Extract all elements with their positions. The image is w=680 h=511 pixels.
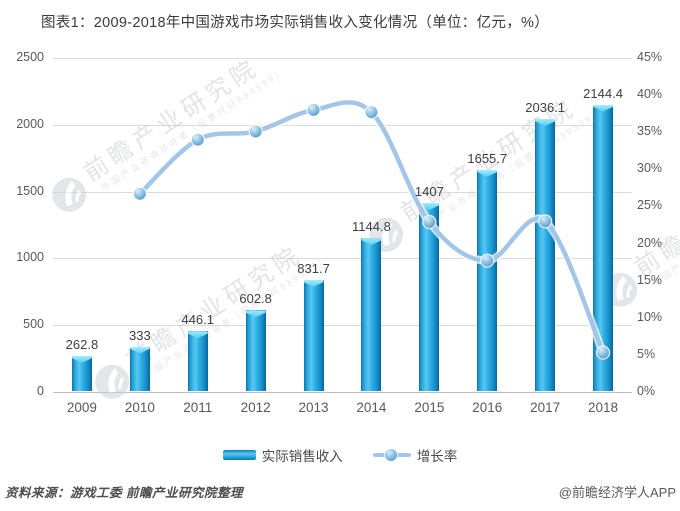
y-right-tick-40%: 40% (637, 87, 663, 102)
bar-value-label-2013: 831.7 (297, 260, 330, 276)
bar-value-label-2018: 2144.4 (583, 85, 623, 101)
bar-2016 (477, 169, 498, 391)
x-tick-2015: 2015 (414, 400, 445, 415)
bar-2013 (303, 279, 324, 391)
line-marker-2017 (538, 214, 553, 229)
growth-line-layer (132, 98, 611, 360)
y-right-tick-5%: 5% (637, 346, 656, 361)
y-right-tick-45%: 45% (637, 50, 663, 64)
gridline (53, 325, 632, 327)
y-left-tick-0: 0 (37, 384, 44, 398)
legend-line-marker-icon (384, 449, 397, 461)
legend-line-label: 增长率 (416, 449, 458, 464)
chart-title: 图表1：2009-2018年中国游戏市场实际销售收入变化情况（单位：亿元，%） (41, 15, 549, 31)
x-tick-2009: 2009 (66, 400, 97, 415)
bar-value-label-2009: 262.8 (65, 336, 99, 352)
legend-bar-label: 实际销售收入 (261, 449, 343, 464)
y-left-tick-1500: 1500 (16, 183, 44, 198)
bar-value-label-2016: 1655.7 (467, 150, 508, 166)
legend-bar-swatch (222, 450, 256, 460)
y-right-tick-30%: 30% (637, 161, 663, 176)
bar-2010 (129, 346, 150, 391)
bar-value-label-2014: 1144.8 (352, 219, 391, 235)
bar-value-label-2017: 2036.1 (525, 99, 566, 115)
x-tick-2016: 2016 (472, 400, 503, 415)
legend: 实际销售收入 增长率 (0, 445, 680, 465)
bar-value-label-2015: 1407 (414, 184, 444, 200)
y-right-tick-20%: 20% (637, 235, 663, 250)
x-tick-2017: 2017 (530, 400, 561, 415)
x-tick-2014: 2014 (356, 400, 387, 415)
footer: 资料来源：游戏工委 前瞻产业研究院整理 @前瞻经济学人APP (5, 482, 676, 501)
bar-2011 (187, 331, 208, 391)
x-tick-2018: 2018 (588, 400, 619, 415)
bar-2017 (535, 118, 556, 391)
bar-2015 (419, 203, 440, 391)
credit-note: @前瞻经济学人APP (558, 485, 676, 500)
line-marker-2016 (480, 253, 495, 268)
line-marker-2014 (364, 105, 379, 120)
plot-area: 262.8 333 446.1 602.8 831.7 1144.8 1407 1655.7 2… (53, 58, 632, 393)
x-tick-2012: 2012 (240, 400, 271, 415)
bar-value-label-2011: 446.1 (181, 312, 215, 328)
y-left-tick-2500: 2500 (16, 50, 44, 64)
line-marker-2010 (132, 186, 147, 201)
x-axis-line (53, 392, 632, 393)
gridline (53, 191, 632, 193)
bar-2012 (245, 310, 266, 391)
y-right-tick-0%: 0% (637, 384, 656, 398)
line-marker-2018 (595, 345, 611, 360)
gridline (53, 124, 632, 126)
gridline (53, 58, 632, 59)
line-marker-2012 (248, 124, 263, 139)
y-right-tick-10%: 10% (637, 309, 663, 324)
y-left-tick-1000: 1000 (16, 250, 44, 265)
legend-line-swatch (372, 449, 411, 461)
y-right-tick-25%: 25% (637, 198, 663, 213)
gridline (53, 258, 632, 260)
y-right-tick-15%: 15% (637, 272, 663, 287)
source-note: 资料来源：游戏工委 前瞻产业研究院整理 (5, 486, 243, 500)
legend-item-revenue: 实际销售收入 (222, 445, 343, 465)
bar-value-label-2012: 602.8 (239, 291, 272, 307)
bar-2014 (361, 238, 382, 391)
x-tick-2013: 2013 (298, 400, 329, 415)
bar-2018 (593, 104, 614, 391)
legend-item-growth: 增长率 (372, 445, 458, 465)
y-left-tick-2000: 2000 (16, 116, 44, 131)
y-right-tick-35%: 35% (637, 124, 663, 139)
x-tick-2011: 2011 (183, 400, 213, 415)
y-left-tick-500: 500 (23, 317, 44, 332)
line-marker-2013 (306, 102, 321, 118)
x-tick-2010: 2010 (124, 400, 155, 415)
bar-2009 (71, 355, 92, 391)
line-marker-2015 (422, 214, 437, 230)
bar-value-label-2010: 333 (128, 327, 151, 343)
line-marker-2011 (190, 132, 205, 147)
